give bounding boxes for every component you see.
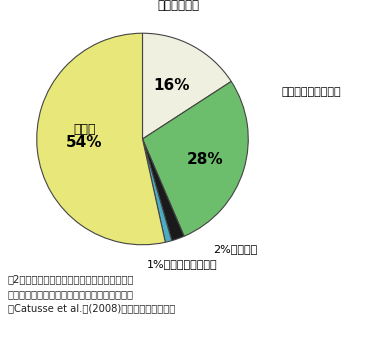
Text: 1%タンパク合成関連: 1%タンパク合成関連	[147, 259, 218, 269]
Wedge shape	[37, 33, 165, 245]
Text: 28%: 28%	[187, 152, 223, 167]
Text: 16%: 16%	[154, 78, 190, 93]
Wedge shape	[142, 139, 184, 241]
Text: 図2　無菌的に水耕栽培を行なったイネの根か
ら分泌されたタンパク質の機能的な分類。分類
はCatusse et al.　(2008)に従って行なった。: 図2 無菌的に水耕栽培を行なったイネの根か ら分泌されたタンパク質の機能的な分類…	[8, 275, 175, 313]
Text: その他: その他	[73, 123, 96, 137]
Text: 54%: 54%	[66, 135, 103, 150]
Text: 2%代謝関連: 2%代謝関連	[213, 244, 257, 254]
Wedge shape	[142, 81, 248, 236]
Text: 防御／病害応答関連: 防御／病害応答関連	[281, 86, 341, 97]
Text: 二次代謝関連: 二次代謝関連	[158, 0, 200, 12]
Wedge shape	[142, 33, 231, 139]
Wedge shape	[142, 139, 172, 242]
